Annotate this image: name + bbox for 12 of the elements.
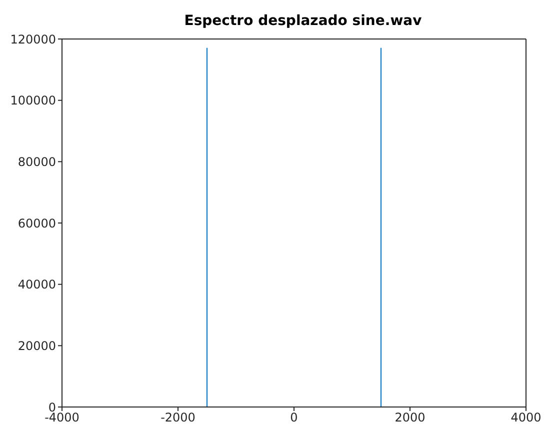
y-tick-label: 100000 [10, 94, 56, 108]
y-tick-label: 20000 [18, 338, 56, 353]
x-tick-label: 0 [290, 410, 298, 425]
y-tick-label: 120000 [10, 32, 56, 46]
y-tick-label: 40000 [18, 278, 56, 292]
x-tick-label: 2000 [394, 410, 426, 425]
chart-title: Espectro desplazado sine.wav [183, 12, 423, 30]
y-tick-label: 80000 [18, 154, 56, 169]
x-tick-label: 4000 [510, 410, 542, 425]
y-tick-label: 60000 [18, 216, 56, 230]
x-tick-label: -2000 [160, 410, 196, 425]
x-tick-label: -4000 [44, 410, 80, 425]
